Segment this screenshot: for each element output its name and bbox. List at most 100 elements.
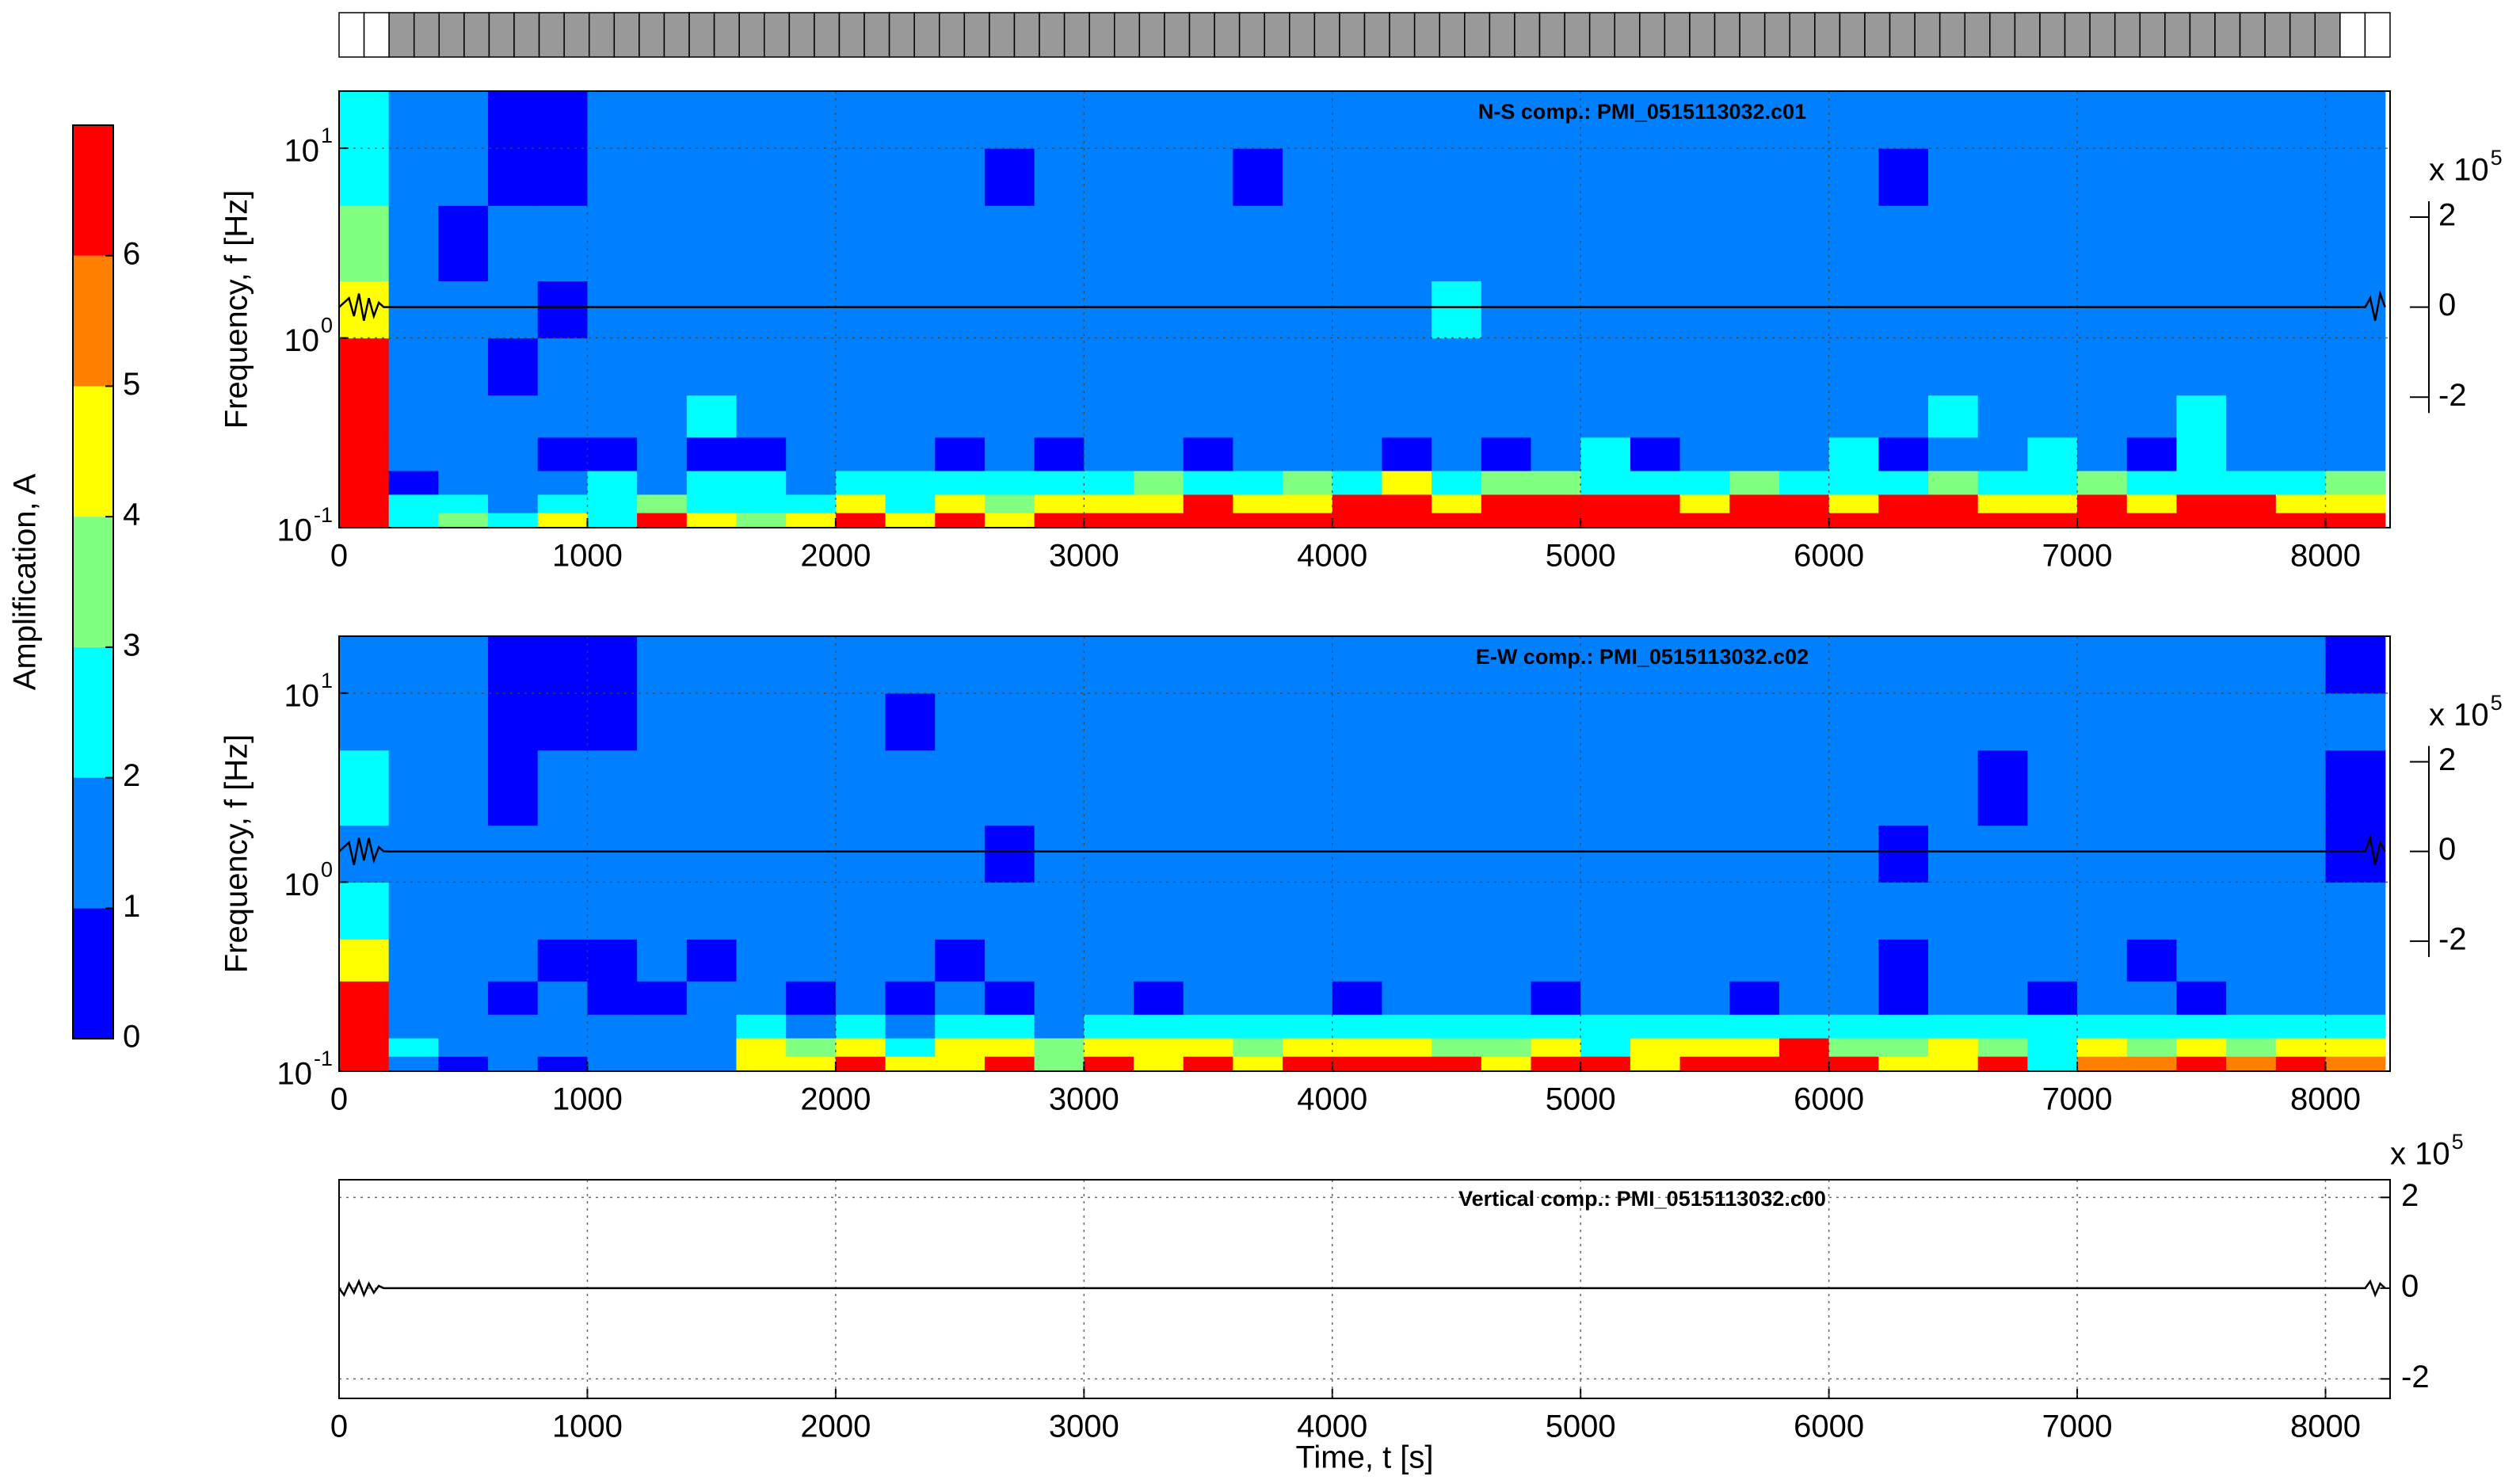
heatmap-cell — [1481, 395, 1532, 438]
heatmap-cell — [2275, 338, 2327, 396]
heatmap-cell — [1084, 939, 1134, 982]
heatmap-cell — [339, 636, 390, 694]
y-tick-exponent: 1 — [321, 669, 333, 692]
waveform — [338, 289, 2386, 321]
heatmap-cell — [1977, 1014, 2028, 1039]
heatmap-cell — [1382, 338, 1432, 396]
heatmap-cell — [2027, 513, 2078, 528]
heatmap-cell — [1283, 636, 1333, 694]
heatmap-cell — [1630, 1014, 1681, 1039]
heatmap-cell — [488, 1037, 539, 1057]
heatmap-cell — [2325, 1014, 2386, 1039]
colorbar-tick-label: 3 — [123, 627, 140, 662]
window-box — [2189, 12, 2216, 58]
x-tick-label: 4000 — [1297, 1082, 1367, 1117]
heatmap-cell — [1481, 1037, 1532, 1057]
heatmap-cell — [686, 437, 738, 471]
heatmap-cell — [1432, 981, 1482, 1015]
heatmap-cell — [1233, 939, 1283, 982]
heatmap-cell — [1828, 470, 1879, 495]
heatmap-cell — [835, 750, 886, 826]
heatmap-cell — [388, 395, 439, 438]
heatmap-cell — [537, 437, 589, 471]
axis-scale-exponent: 5 — [2452, 1130, 2464, 1154]
heatmap-cell — [1580, 437, 1631, 471]
heatmap-cell — [438, 636, 489, 694]
heatmap-cell — [786, 692, 837, 751]
heatmap-cell — [736, 437, 787, 471]
axis-scale-exponent: 5 — [2491, 146, 2503, 170]
heatmap-cell — [1977, 280, 2028, 339]
heatmap-cell — [736, 470, 787, 495]
heatmap-cell — [786, 825, 837, 883]
heatmap-cell — [1332, 981, 1383, 1015]
heatmap-cell — [1332, 1037, 1383, 1057]
heatmap-cell — [388, 692, 439, 751]
heatmap-cell — [1134, 882, 1184, 940]
heatmap-cell — [2176, 825, 2227, 883]
heatmap-cell — [1630, 882, 1681, 940]
heatmap-cell — [1531, 205, 1581, 282]
heatmap-cell — [935, 939, 986, 982]
heatmap-cell — [1679, 513, 1730, 528]
heatmap-cell — [2077, 882, 2128, 940]
heatmap-cell — [339, 1037, 390, 1057]
heatmap-cell — [1134, 750, 1184, 826]
window-box — [613, 12, 640, 58]
heatmap-cell — [587, 395, 638, 438]
heatmap-cell — [388, 437, 439, 471]
heatmap-cell — [935, 825, 986, 883]
heatmap-cell — [2126, 636, 2178, 694]
heatmap-cell — [1382, 280, 1432, 339]
heatmap-cell — [736, 981, 787, 1015]
window-box — [963, 12, 990, 58]
heatmap-cell — [1382, 750, 1432, 826]
heatmap-cell — [1034, 513, 1085, 528]
heatmap-cell — [736, 750, 787, 826]
heatmap-cell — [2126, 692, 2178, 751]
heatmap-cell — [1183, 280, 1233, 339]
window-box — [814, 12, 841, 58]
heatmap-cell — [637, 1037, 688, 1057]
heatmap-cell — [2077, 825, 2128, 883]
heatmap-cell — [1729, 338, 1780, 396]
heatmap-cell — [1630, 338, 1681, 396]
heatmap-cell — [2226, 750, 2277, 826]
heatmap-cell — [835, 981, 886, 1015]
heatmap-cell — [1729, 825, 1780, 883]
heatmap-cell — [2176, 981, 2227, 1015]
heatmap-cell — [1531, 148, 1581, 206]
heatmap-cell — [1183, 1037, 1233, 1057]
heatmap-cell — [1630, 750, 1681, 826]
window-box — [1763, 12, 1790, 58]
heatmap-cell — [1084, 692, 1134, 751]
heatmap-cell — [1580, 395, 1631, 438]
heatmap-cell — [736, 882, 787, 940]
heatmap-cell — [1134, 148, 1184, 206]
heatmap-cell — [2027, 636, 2078, 694]
heatmap-cell — [1332, 882, 1383, 940]
heatmap-cell — [488, 882, 539, 940]
heatmap-cell — [1481, 280, 1532, 339]
heatmap-cell — [2325, 494, 2386, 513]
x-tick-label: 7000 — [2042, 1409, 2113, 1444]
heatmap-cell — [2176, 636, 2227, 694]
heatmap-cell — [1283, 1014, 1333, 1039]
heatmap-cell — [1134, 395, 1184, 438]
heatmap-cell — [1233, 148, 1283, 206]
heatmap-cell — [1928, 636, 1979, 694]
heatmap-cell — [885, 1056, 936, 1072]
x-tick-label: 1000 — [552, 1409, 623, 1444]
window-box — [2264, 12, 2291, 58]
window-box — [1889, 12, 1916, 58]
heatmap-cell — [1630, 494, 1681, 513]
heatmap-cell — [1233, 280, 1283, 339]
heatmap-cell — [637, 148, 688, 206]
heatmap-cell — [1679, 825, 1730, 883]
heatmap-cell — [1828, 91, 1879, 149]
heatmap-cell — [388, 338, 439, 396]
heatmap-cell — [1580, 205, 1631, 282]
heatmap-cell — [2126, 1056, 2178, 1072]
plot-frame — [338, 1179, 2391, 1399]
heatmap-cell — [1977, 437, 2028, 471]
